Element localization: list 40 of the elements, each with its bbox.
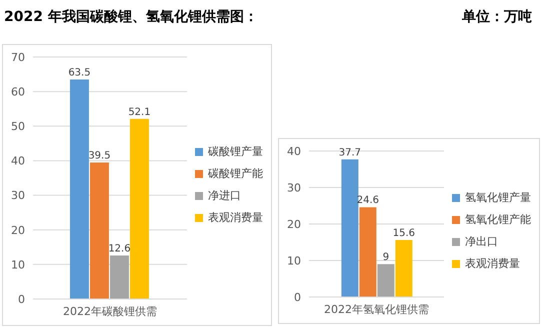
y-tick-label: 50 (11, 120, 25, 134)
bar (359, 207, 376, 297)
bar (90, 162, 109, 299)
data-label: 39.5 (88, 150, 111, 162)
legend-label: 碳酸锂产量 (208, 144, 263, 160)
y-tick-label: 40 (287, 144, 301, 158)
y-tick-label: 10 (11, 258, 25, 272)
bar (70, 79, 89, 299)
data-label: 9 (382, 252, 390, 264)
y-tick-label: 0 (294, 290, 301, 304)
x-tick-label: 2022年氢氧化锂供需 (324, 302, 429, 316)
y-tick-label: 60 (11, 85, 25, 98)
bar (377, 264, 394, 297)
data-label: 15.6 (392, 228, 416, 240)
bar (395, 240, 412, 297)
legend-label: 净进口 (208, 188, 241, 204)
legend-label: 碳酸锂产能 (208, 166, 263, 182)
data-label: 52.1 (128, 106, 151, 118)
chart-title: 2022 年我国碳酸锂、氢氧化锂供需图： (4, 8, 258, 26)
bar (130, 118, 149, 299)
legend-label: 氢氧化锂产量 (465, 190, 531, 206)
y-tick-label: 0 (18, 292, 25, 306)
y-tick-label: 20 (287, 218, 301, 231)
legend-label: 表观消费量 (465, 256, 520, 272)
y-tick-label: 10 (287, 254, 301, 268)
text: 单位：万吨 (462, 8, 532, 26)
legend-label: 表观消费量 (208, 210, 263, 226)
y-tick-label: 70 (11, 50, 25, 64)
data-label: 37.7 (338, 147, 362, 158)
y-tick-label: 40 (11, 154, 25, 168)
legend-label: 净出口 (465, 234, 498, 250)
data-label: 12.6 (108, 243, 131, 254)
data-label: 63.5 (68, 67, 91, 78)
y-tick-label: 30 (287, 181, 301, 194)
bar (341, 159, 358, 297)
y-tick-label: 30 (11, 189, 25, 202)
x-tick-label: 2022年碳酸锂供需 (63, 304, 157, 318)
legend-label: 氢氧化锂产能 (465, 212, 531, 228)
y-tick-label: 20 (11, 224, 25, 237)
bar (110, 255, 129, 299)
